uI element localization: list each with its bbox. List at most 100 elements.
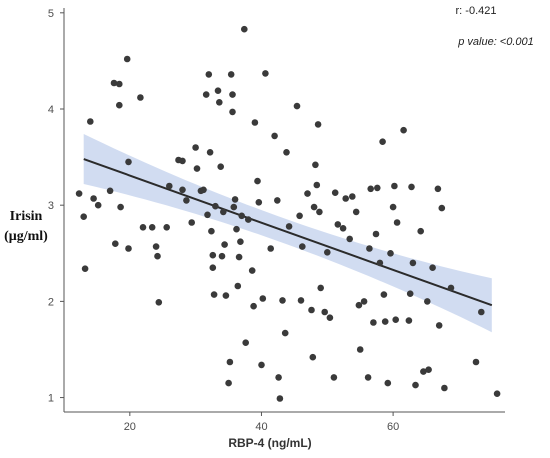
data-point	[166, 182, 173, 190]
data-point	[330, 374, 338, 381]
data-point	[238, 212, 245, 220]
data-point	[276, 395, 284, 402]
data-point	[231, 196, 239, 203]
data-point	[478, 308, 485, 316]
data-point	[87, 118, 94, 125]
data-point	[227, 71, 235, 78]
data-point	[349, 193, 356, 200]
data-point	[367, 185, 375, 193]
correlation-r: r: -0.421	[456, 5, 497, 17]
data-point	[116, 80, 123, 88]
data-point	[259, 295, 267, 302]
data-point	[334, 221, 342, 228]
data-point	[117, 203, 124, 211]
data-point	[208, 227, 215, 235]
data-point	[250, 302, 257, 310]
data-point	[75, 190, 83, 197]
data-point	[391, 182, 398, 190]
y-tick-label: 1	[48, 393, 54, 405]
data-point	[271, 132, 278, 140]
x-tick-label: 20	[124, 421, 136, 433]
data-point	[297, 297, 305, 304]
data-point	[214, 87, 222, 94]
data-point	[370, 319, 377, 326]
data-point	[389, 203, 397, 211]
data-point	[299, 243, 306, 250]
data-point	[220, 208, 227, 216]
data-point	[248, 267, 256, 274]
data-point	[152, 243, 160, 250]
data-point	[392, 316, 400, 324]
data-point	[285, 223, 293, 230]
data-point	[179, 157, 186, 165]
data-point	[326, 314, 334, 322]
data-point	[352, 208, 360, 216]
y-axis-ticks: 1 2 3 4 5	[48, 8, 64, 405]
data-point	[125, 158, 132, 166]
y-tick-label: 3	[48, 200, 54, 212]
data-point	[435, 322, 443, 329]
data-point	[216, 99, 223, 106]
data-point	[116, 101, 123, 109]
data-point	[217, 163, 224, 170]
data-point	[400, 126, 407, 134]
data-point	[316, 208, 323, 216]
data-point	[209, 264, 217, 272]
data-point	[154, 252, 161, 260]
data-point	[233, 225, 240, 233]
data-point	[331, 189, 339, 196]
data-point	[429, 264, 436, 272]
data-point	[387, 250, 394, 257]
x-axis-label: RBP-4 (ng/mL)	[228, 436, 311, 450]
data-point	[245, 216, 252, 223]
data-point	[221, 241, 228, 248]
data-point	[188, 219, 195, 226]
y-axis-label-line1: Irisin	[10, 209, 43, 224]
data-point	[324, 249, 331, 256]
data-point	[321, 308, 329, 316]
data-point	[379, 138, 386, 145]
data-point	[281, 329, 289, 337]
data-points	[75, 25, 501, 402]
data-point	[381, 318, 389, 325]
data-point	[405, 317, 413, 324]
data-point	[372, 230, 380, 238]
data-point	[308, 306, 315, 314]
regression-line	[83, 158, 493, 307]
data-point	[355, 301, 363, 309]
data-point	[230, 203, 238, 211]
data-point	[412, 381, 419, 389]
data-point	[312, 161, 319, 169]
data-point	[317, 284, 325, 292]
data-point	[242, 339, 249, 347]
data-point	[380, 291, 388, 298]
data-point	[376, 259, 384, 267]
data-point	[384, 379, 392, 387]
data-point	[279, 297, 286, 304]
data-point	[229, 108, 236, 116]
data-point	[447, 284, 455, 292]
y-axis-label-line2: (μg/ml)	[4, 229, 48, 244]
data-point	[112, 240, 119, 247]
data-point	[81, 265, 89, 273]
data-point	[424, 298, 431, 305]
data-point	[206, 149, 214, 156]
x-tick-label: 40	[255, 421, 267, 433]
p-value: p value: <0.001	[457, 36, 534, 48]
data-point	[425, 366, 432, 374]
data-point	[346, 235, 354, 243]
data-point	[229, 91, 236, 98]
data-point	[251, 119, 259, 126]
data-point	[183, 197, 190, 204]
data-point	[204, 211, 211, 219]
data-point	[296, 212, 303, 220]
data-point	[205, 71, 213, 78]
data-point	[179, 186, 186, 194]
data-point	[262, 70, 269, 77]
x-tick-label: 60	[387, 421, 399, 433]
data-point	[283, 149, 290, 156]
data-point	[314, 121, 322, 128]
data-point	[210, 291, 218, 298]
data-point	[90, 195, 97, 202]
